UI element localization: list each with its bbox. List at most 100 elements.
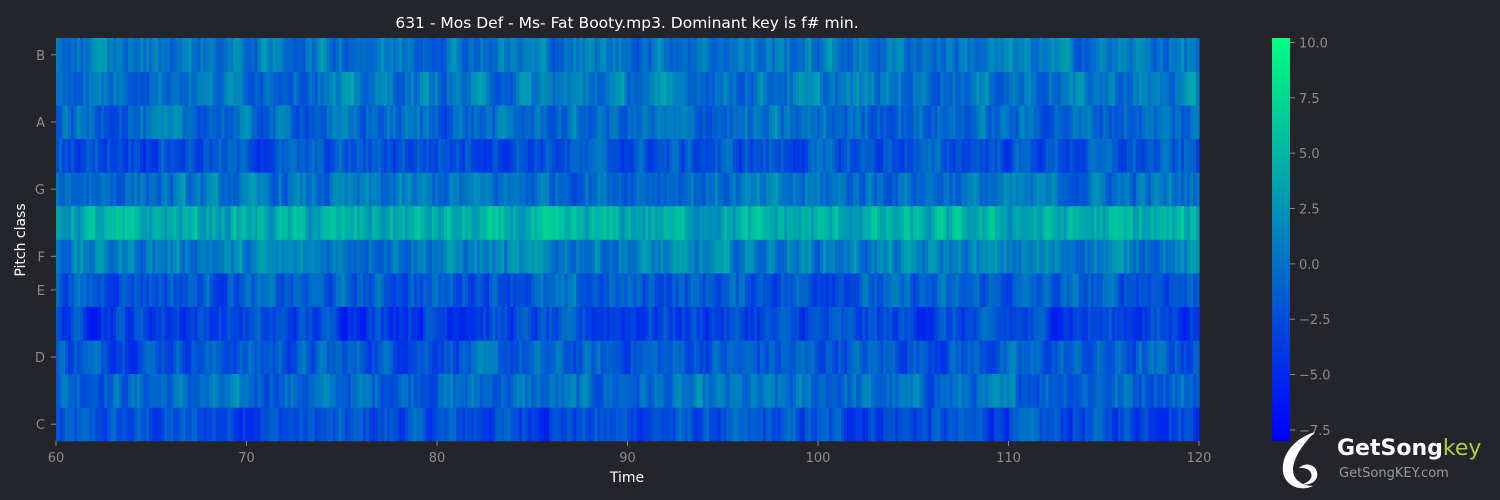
heatmap-cell (949, 407, 953, 442)
heatmap-cell (690, 373, 695, 408)
heatmap-cell (353, 340, 358, 375)
heatmap-cell (314, 138, 319, 173)
heatmap-cell (711, 239, 716, 274)
heatmap-cell (862, 38, 866, 72)
heatmap-cell (404, 239, 409, 274)
heatmap-cell (591, 273, 596, 307)
heatmap-cell (468, 239, 472, 274)
heatmap-cell (1048, 373, 1053, 408)
heatmap-cell (862, 373, 866, 408)
heatmap-cell (684, 239, 689, 274)
heatmap-cell (83, 273, 87, 307)
heatmap-cell (251, 172, 256, 207)
heatmap-cell (173, 205, 177, 240)
heatmap-cell (913, 306, 917, 341)
heatmap-cell (729, 340, 734, 375)
heatmap-cell (146, 38, 150, 72)
heatmap-cell (958, 205, 962, 240)
heatmap-cell (395, 239, 400, 274)
heatmap-cell (290, 306, 295, 341)
heatmap-cell (729, 38, 734, 72)
heatmap-cell (856, 71, 860, 106)
heatmap-cell (928, 273, 932, 307)
heatmap-cell (1060, 38, 1065, 72)
heatmap-cell (979, 172, 984, 207)
heatmap-cell (1057, 38, 1062, 72)
heatmap-cell (582, 306, 586, 341)
heatmap-cell (74, 172, 78, 207)
heatmap-cell (1066, 205, 1071, 240)
heatmap-cell (407, 306, 412, 341)
heatmap-cell (925, 239, 929, 274)
heatmap-cell (1102, 407, 1107, 442)
heatmap-cell (813, 340, 818, 375)
heatmap-cell (1174, 105, 1179, 140)
heatmap-cell (305, 105, 310, 140)
heatmap-cell (164, 373, 168, 408)
heatmap-cell (684, 138, 689, 173)
heatmap-cell (829, 38, 833, 72)
heatmap-cell (621, 373, 626, 408)
heatmap-cell (272, 138, 277, 173)
heatmap-cell (928, 138, 932, 173)
heatmap-cell (1105, 273, 1110, 307)
heatmap-cell (645, 172, 650, 207)
heatmap-cell (116, 373, 120, 408)
heatmap-cell (555, 373, 559, 408)
heatmap-cell (1102, 38, 1107, 72)
heatmap-cell (988, 273, 993, 307)
heatmap-cell (95, 273, 99, 307)
heatmap-cell (537, 105, 541, 140)
heatmap-cell (68, 340, 72, 375)
heatmap-cell (738, 407, 743, 442)
heatmap-cell (780, 71, 785, 106)
heatmap-cell (1009, 340, 1014, 375)
heatmap-cell (462, 373, 466, 408)
heatmap-cell (365, 306, 370, 341)
heatmap-cell (780, 239, 785, 274)
heatmap-cell (365, 340, 370, 375)
heatmap-cell (970, 239, 975, 274)
heatmap-cell (1159, 273, 1164, 307)
heatmap-cell (1051, 38, 1056, 72)
heatmap-cell (422, 239, 427, 274)
heatmap-cell (934, 138, 938, 173)
heatmap-cell (410, 71, 415, 106)
heatmap-cell (862, 138, 866, 173)
heatmap-cell (254, 205, 259, 240)
heatmap-cell (209, 373, 214, 408)
heatmap-cell (465, 340, 469, 375)
heatmap-cell (290, 138, 295, 173)
heatmap-cell (326, 172, 331, 207)
heatmap-cell (368, 373, 373, 408)
heatmap-cell (612, 205, 617, 240)
heatmap-cell (173, 38, 177, 72)
heatmap-cell (549, 273, 553, 307)
heatmap-cell (970, 105, 975, 140)
heatmap-cell (1141, 239, 1146, 274)
heatmap-cell (314, 306, 319, 341)
heatmap-cell (1144, 71, 1149, 106)
heatmap-cell (940, 105, 944, 140)
heatmap-cell (531, 205, 535, 240)
heatmap-cell (919, 306, 923, 341)
heatmap-cell (1081, 273, 1086, 307)
heatmap-cell (257, 407, 262, 442)
heatmap-cell (471, 172, 475, 207)
heatmap-cell (609, 340, 614, 375)
heatmap-cell (365, 407, 370, 442)
heatmap-cell (1153, 172, 1158, 207)
heatmap-cell (1099, 105, 1104, 140)
heatmap-cell (1174, 138, 1179, 173)
heatmap-cell (480, 407, 484, 442)
heatmap-cell (1105, 239, 1110, 274)
heatmap-cell (991, 407, 996, 442)
heatmap-cell (804, 407, 809, 442)
heatmap-cell (251, 38, 256, 72)
heatmap-cell (1132, 306, 1137, 341)
heatmap-cell (215, 71, 220, 106)
heatmap-cell (1084, 306, 1089, 341)
heatmap-cell (786, 38, 791, 72)
heatmap-cell (1189, 105, 1194, 140)
